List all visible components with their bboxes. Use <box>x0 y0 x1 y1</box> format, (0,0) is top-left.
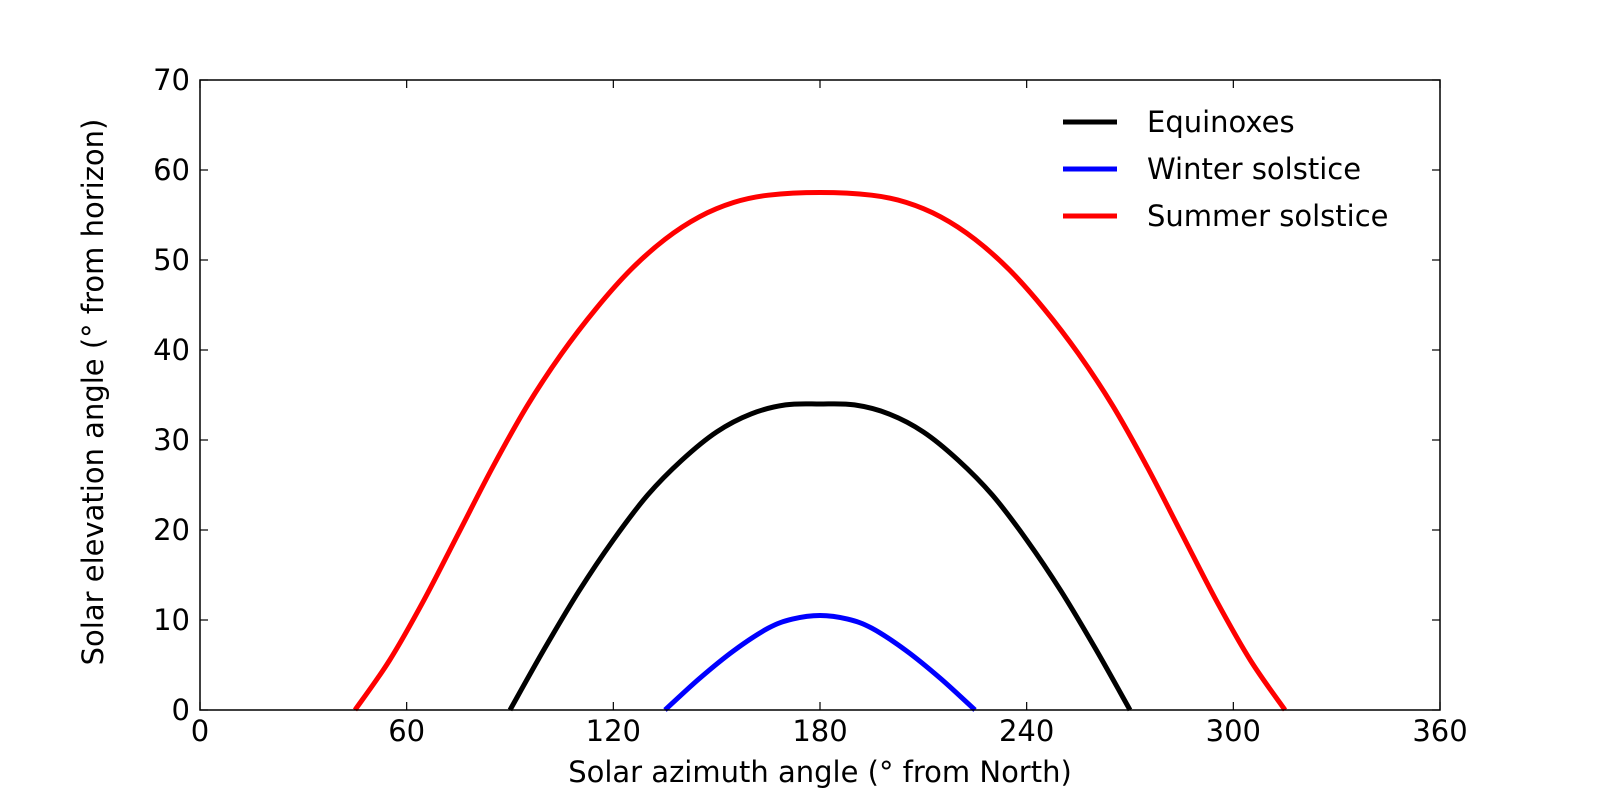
legend-label-equinoxes: Equinoxes <box>1147 105 1295 139</box>
y-tick-label: 40 <box>153 333 190 367</box>
y-axis-label: Solar elevation angle (° from horizon) <box>76 119 110 666</box>
series-layer <box>352 190 1288 712</box>
x-tick-label: 120 <box>586 714 641 748</box>
y-tick-label: 30 <box>153 423 190 457</box>
legend-label-summer-solstice: Summer solstice <box>1147 199 1389 233</box>
x-tick-label: 60 <box>388 714 425 748</box>
series-line-equinoxes <box>507 401 1133 712</box>
x-axis-label: Solar azimuth angle (° from North) <box>568 755 1072 789</box>
series-line-winter-solstice <box>663 613 977 712</box>
x-tick-label: 360 <box>1412 714 1467 748</box>
legend-label-winter-solstice: Winter solstice <box>1147 152 1361 186</box>
y-tick-label: 50 <box>153 243 190 277</box>
ticks-layer: 0 60 120 180 240 300 360 0 10 20 30 40 50 60 70 <box>153 63 1468 748</box>
x-tick-label: 300 <box>1206 714 1261 748</box>
x-tick-label: 240 <box>999 714 1054 748</box>
x-tick-label: 0 <box>191 714 209 748</box>
y-tick-label: 60 <box>153 153 190 187</box>
series-line-summer-solstice <box>352 190 1288 712</box>
y-tick-label: 20 <box>153 513 190 547</box>
y-tick-label: 70 <box>153 63 190 97</box>
plot-area-frame <box>199 79 1441 711</box>
y-tick-label: 10 <box>153 603 190 637</box>
legend: Equinoxes Winter solstice Summer solstic… <box>1063 105 1389 233</box>
x-tick-label: 180 <box>792 714 847 748</box>
y-tick-label: 0 <box>172 693 190 727</box>
